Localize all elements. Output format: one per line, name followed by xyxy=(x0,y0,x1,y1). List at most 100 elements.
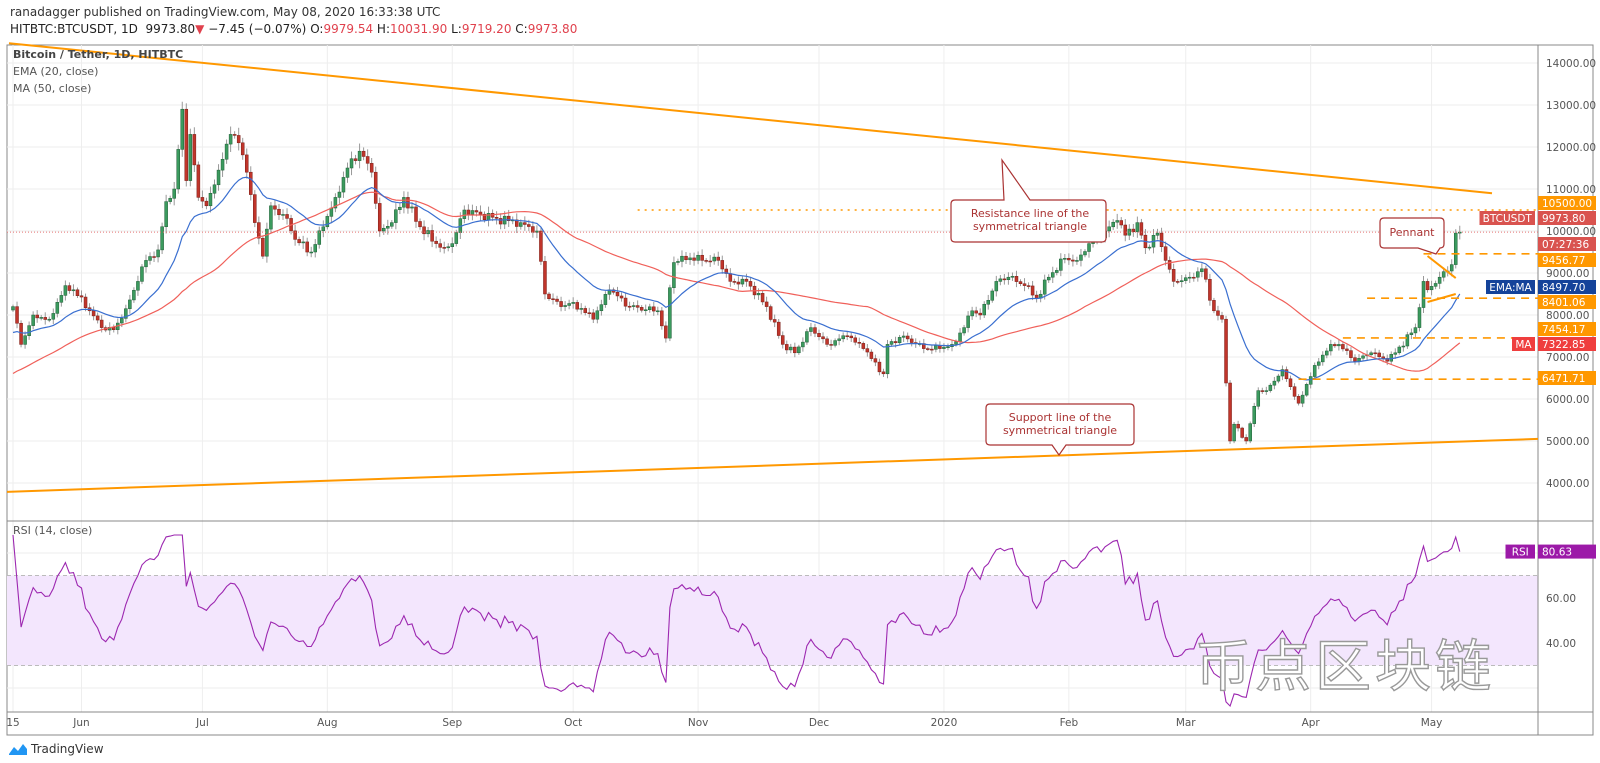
candle xyxy=(567,299,571,310)
candle xyxy=(797,344,801,355)
candle-body xyxy=(71,289,76,292)
candle xyxy=(1264,386,1269,395)
candle-body xyxy=(15,306,19,324)
candle xyxy=(1228,380,1232,444)
time-tick-label: Sep xyxy=(442,717,462,729)
badge-label-box xyxy=(1505,544,1535,559)
high-label: H: xyxy=(376,22,390,36)
candle-body xyxy=(1248,423,1252,442)
candle xyxy=(67,282,72,294)
candle-body xyxy=(55,302,60,314)
candle-body xyxy=(1026,285,1031,287)
candle-body xyxy=(180,108,185,150)
legend-rsi[interactable]: RSI (14, close) xyxy=(13,524,93,537)
candle-body xyxy=(986,300,991,305)
candle-body xyxy=(1296,396,1301,404)
rsi-tick-label: 60.00 xyxy=(1546,593,1576,605)
candle xyxy=(390,220,394,229)
candle-body xyxy=(736,281,741,285)
legend-title[interactable]: Bitcoin / Tether, 1D, HITBTC xyxy=(13,48,184,61)
candle xyxy=(297,236,301,246)
tradingview-brand[interactable]: TradingView xyxy=(8,742,104,756)
candle xyxy=(772,314,777,328)
candle xyxy=(1397,345,1402,355)
pennant-line xyxy=(1427,293,1457,303)
candle-body xyxy=(184,108,189,181)
candle-body xyxy=(531,226,535,233)
candle xyxy=(998,275,1003,286)
legend-ma[interactable]: MA (50, close) xyxy=(13,82,92,95)
time-tick-label: May xyxy=(1421,717,1443,729)
candle-body xyxy=(506,215,511,221)
candle-body xyxy=(893,341,898,344)
candle-body xyxy=(639,307,644,311)
candle-body xyxy=(934,345,938,350)
chart-legend: Bitcoin / Tether, 1D, HITBTC EMA (20, cl… xyxy=(13,46,183,97)
candle xyxy=(926,346,930,351)
candle-body xyxy=(1353,357,1357,362)
candle-body xyxy=(1361,355,1365,359)
candle xyxy=(1216,305,1220,321)
ema20-line xyxy=(12,176,1461,381)
candle xyxy=(873,354,878,367)
candle xyxy=(1300,391,1305,408)
rsi-tick-label: 40.00 xyxy=(1546,638,1576,650)
candle xyxy=(438,238,442,253)
candle xyxy=(821,332,825,344)
candle-body xyxy=(1345,348,1349,351)
candle xyxy=(909,335,914,347)
candle xyxy=(1361,353,1365,361)
candle-body xyxy=(386,226,390,229)
candle-body xyxy=(974,310,978,314)
candle xyxy=(833,338,837,348)
candle-body xyxy=(1200,268,1204,272)
candle xyxy=(394,203,398,230)
candle-body xyxy=(261,237,265,257)
candle xyxy=(128,294,132,314)
candle xyxy=(785,340,789,354)
callout-line: symmetrical triangle xyxy=(1002,424,1118,437)
candle xyxy=(442,241,446,254)
candle-body xyxy=(583,308,588,313)
candle-body xyxy=(1014,276,1019,282)
support-trendline xyxy=(6,437,1539,493)
candle xyxy=(1417,303,1422,332)
badge-value: 7322.85 xyxy=(1542,339,1585,351)
badge-box xyxy=(1538,211,1596,225)
time-tick-label: Feb xyxy=(1060,717,1079,729)
candle xyxy=(353,154,358,165)
time-tick-label: Jul xyxy=(195,717,209,729)
low-value: 9719.20 xyxy=(461,22,512,36)
publish-info: ranadagger published on TradingView.com,… xyxy=(10,5,441,19)
badge-value: 8497.70 xyxy=(1542,282,1585,294)
candle xyxy=(692,252,696,266)
candle-body xyxy=(1192,276,1196,279)
candle-body xyxy=(744,278,749,282)
candle xyxy=(79,290,84,303)
candle-body xyxy=(257,222,261,239)
candle xyxy=(1067,253,1071,265)
candle xyxy=(768,304,773,322)
candle-body xyxy=(1280,369,1285,377)
badge-box xyxy=(1538,337,1596,351)
price-badge: 9456.77 xyxy=(1538,253,1596,267)
candle xyxy=(1232,422,1236,444)
candle xyxy=(257,216,261,245)
candle-body xyxy=(720,260,725,270)
candle-body xyxy=(156,249,160,258)
candle xyxy=(1268,383,1273,393)
candle xyxy=(720,255,725,274)
candle-body xyxy=(1292,386,1297,397)
candle-body xyxy=(285,214,289,219)
candle xyxy=(148,252,152,265)
candle xyxy=(849,331,853,343)
pennant-callout-text: Pennant xyxy=(1389,226,1435,239)
legend-ema[interactable]: EMA (20, close) xyxy=(13,65,99,78)
candle-body xyxy=(978,312,982,316)
candle-body xyxy=(1409,332,1414,335)
candle-body xyxy=(909,338,914,343)
candle-body xyxy=(1010,276,1015,278)
candle xyxy=(341,171,346,198)
candle-body xyxy=(482,213,487,220)
